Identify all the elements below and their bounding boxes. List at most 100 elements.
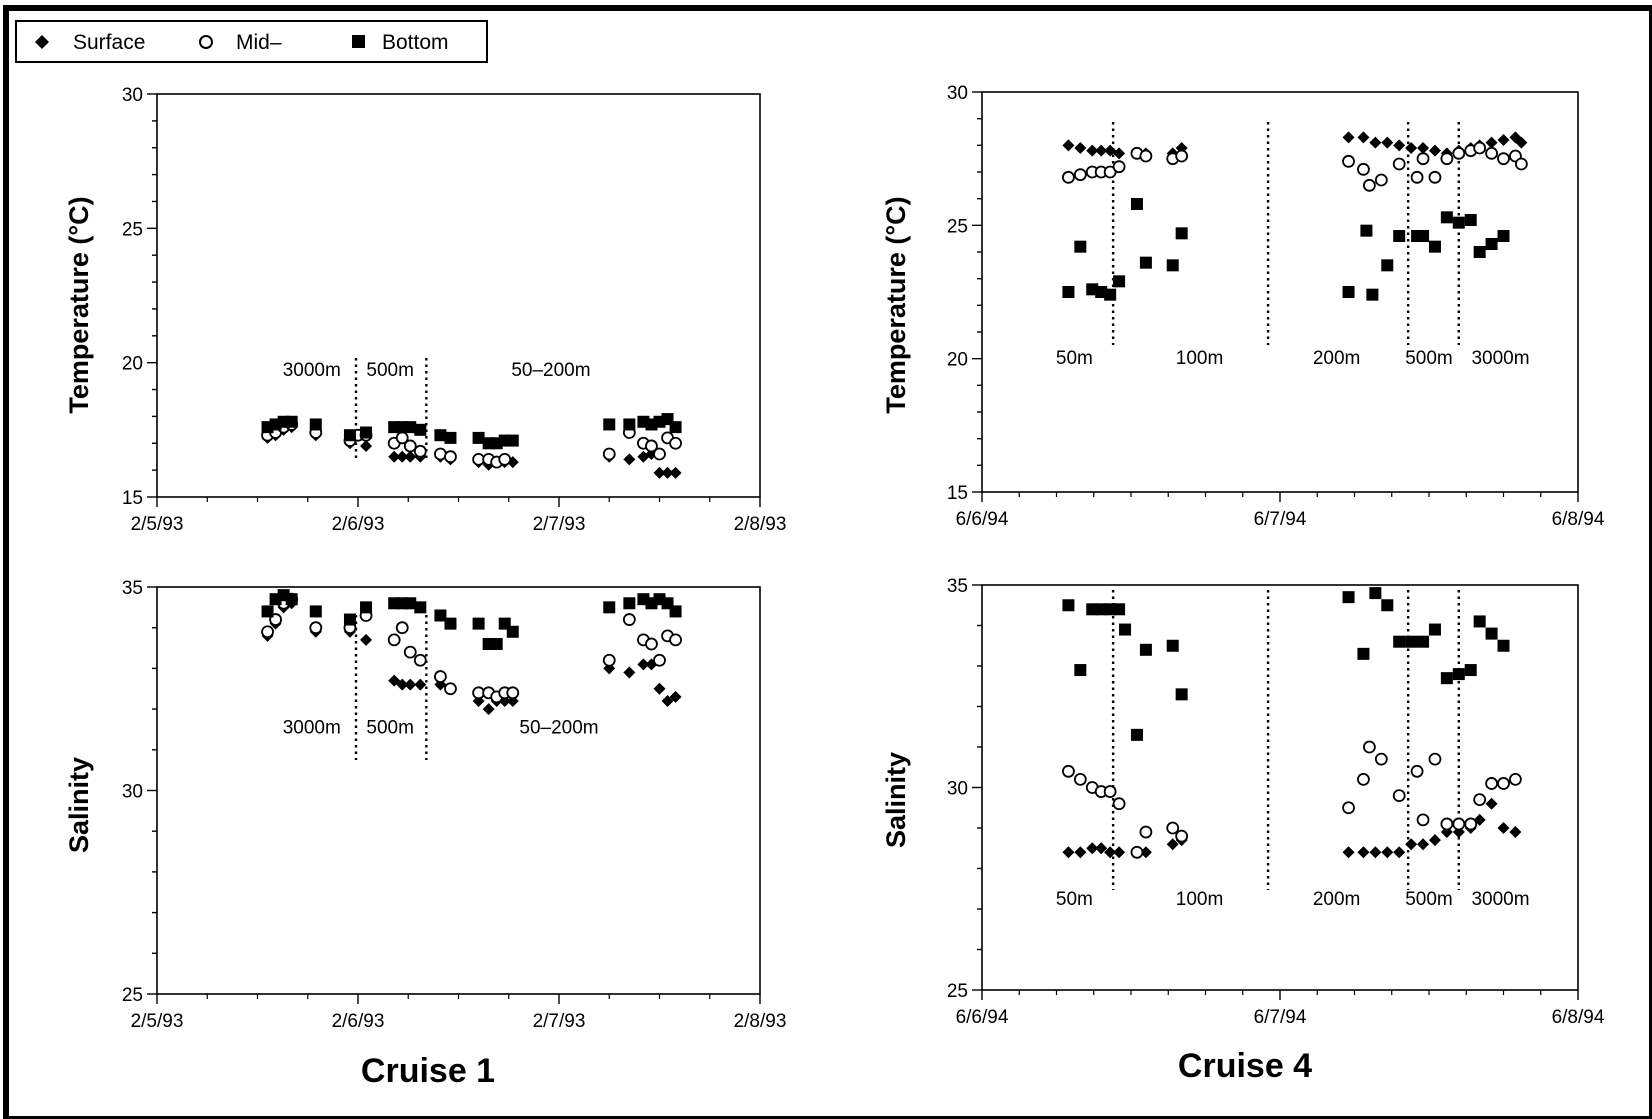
mid-point — [506, 686, 520, 700]
depth-annotation: 3000m — [283, 360, 341, 381]
bottom-point — [1485, 627, 1498, 640]
mid-point — [1392, 157, 1406, 171]
mid-point — [1112, 797, 1126, 811]
mid-point — [653, 653, 666, 667]
mid-point — [1357, 162, 1370, 176]
bottom-point — [1062, 286, 1075, 298]
mid-point — [1392, 789, 1406, 802]
surface-point — [1428, 834, 1441, 847]
bottom-point — [1369, 587, 1382, 600]
x-tick-label: 2/8/93 — [734, 514, 787, 535]
bottom-point — [472, 431, 485, 444]
bottom-point — [506, 625, 519, 638]
bottom-point — [1464, 214, 1477, 226]
surface-point — [1166, 838, 1179, 851]
bottom-point — [603, 601, 616, 614]
surface-point — [396, 678, 409, 691]
bottom-point — [360, 426, 373, 439]
bottom-point — [1104, 288, 1117, 301]
mid-point — [1062, 764, 1075, 778]
bottom-point — [404, 421, 417, 434]
surface-point — [1497, 134, 1510, 146]
depth-annotation: 100m — [1176, 889, 1224, 910]
caption-cruise-4: Cruise 4 — [1178, 1047, 1312, 1085]
surface-point — [623, 666, 636, 679]
mid-point — [1175, 149, 1189, 163]
mid-point — [1416, 813, 1430, 827]
mid-point — [645, 439, 658, 453]
mid-point — [1416, 152, 1430, 166]
depth-annotation: 3000m — [1471, 348, 1529, 369]
x-tick-label: 2/6/93 — [332, 514, 385, 535]
mid-point — [1139, 825, 1153, 839]
surface-point — [1509, 826, 1522, 839]
mid-point — [1452, 146, 1466, 160]
x-tick-label: 2/7/93 — [533, 1011, 586, 1032]
cruise1-salinity-chart: 25 30 35 2/5/93 2/6/93 2/7/93 2/8/93 Salinity 30… — [64, 578, 786, 1032]
mid-point — [498, 452, 512, 466]
surface-point — [404, 678, 417, 691]
bottom-point — [1393, 635, 1406, 648]
y-axis-label: Temperature (°C) — [64, 196, 94, 413]
surface-point — [404, 450, 417, 463]
surface-point — [360, 633, 373, 646]
surface-point — [1086, 144, 1099, 157]
bottom-point — [669, 421, 682, 434]
bottom-point — [623, 418, 636, 431]
surface-point — [1095, 144, 1108, 157]
depth-annotation: 3000m — [283, 718, 341, 739]
depth-annotation: 50–200m — [519, 718, 598, 739]
legend: Surface Mid– Bottom — [15, 20, 488, 63]
legend-bottom-label: Bottom — [382, 31, 449, 54]
surface-point — [1405, 142, 1418, 154]
surface-point — [1515, 136, 1528, 149]
bottom-point — [490, 637, 503, 650]
surface-point — [1062, 139, 1075, 152]
mid-point — [602, 447, 616, 461]
mid-point — [1464, 817, 1478, 831]
surface-point — [1357, 131, 1370, 144]
mid-point — [1175, 829, 1189, 843]
surface-point — [360, 439, 373, 452]
bottom-point — [603, 418, 616, 431]
surface-point — [1381, 846, 1394, 859]
legend-mid-label: Mid– — [236, 31, 282, 54]
depth-annotation: 200m — [1313, 348, 1361, 369]
surface-point — [623, 453, 636, 466]
surface-point — [1074, 142, 1087, 154]
x-tick-label: 6/7/94 — [1254, 1007, 1307, 1028]
mid-point — [1410, 170, 1424, 184]
x-tick-label: 6/6/94 — [956, 509, 1009, 530]
x-tick-label: 2/8/93 — [734, 1011, 787, 1032]
x-tick-label: 6/8/94 — [1552, 1007, 1605, 1028]
bottom-point — [1440, 211, 1453, 224]
bottom-point — [285, 593, 298, 606]
surface-point — [1074, 846, 1087, 859]
bottom-point — [1130, 198, 1143, 210]
surface-point — [661, 694, 674, 707]
surface-point — [1104, 144, 1117, 157]
surface-point — [1485, 136, 1498, 149]
surface-point — [669, 466, 682, 479]
y-tick-label: 30 — [122, 85, 143, 106]
bottom-point — [1452, 668, 1465, 681]
bottom-point — [1175, 688, 1188, 701]
y-tick-label: 15 — [947, 483, 968, 504]
mid-point — [1485, 146, 1498, 160]
surface-point — [653, 682, 666, 695]
cruise4-temperature-chart: 15 20 25 30 6/6/94 6/7/94 6/8/94 Temperature (°… — [881, 83, 1605, 530]
y-tick-label: 30 — [947, 779, 968, 800]
mid-point — [434, 670, 447, 683]
surface-point — [1428, 144, 1441, 157]
surface-point — [506, 456, 519, 469]
mid-point — [645, 637, 658, 651]
bottom-point — [1357, 647, 1370, 660]
surface-point — [1342, 846, 1355, 859]
mid-point — [1166, 821, 1180, 835]
bottom-point — [1473, 246, 1486, 258]
surface-point — [1417, 142, 1430, 154]
surface-point — [1497, 822, 1510, 834]
bottom-point — [1497, 230, 1510, 242]
surface-point — [1417, 838, 1430, 851]
bottom-point — [1381, 259, 1394, 272]
